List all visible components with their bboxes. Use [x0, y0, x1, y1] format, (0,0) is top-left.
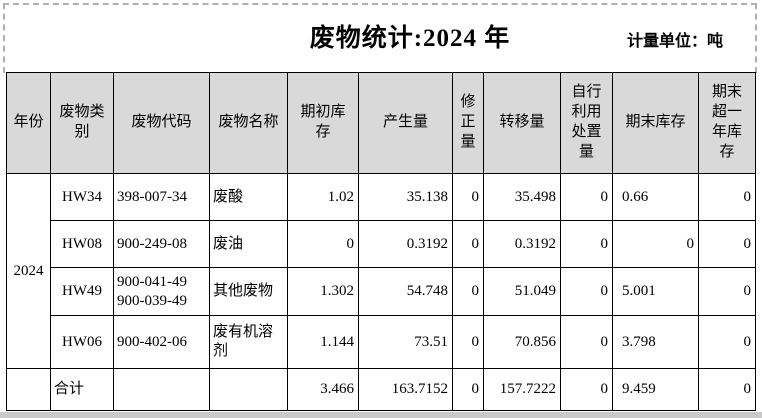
sheet-title: 废物统计:2024 年: [309, 25, 511, 52]
generated-cell[interactable]: 0.3192: [358, 220, 453, 268]
name-cell[interactable]: 废有机溶剂: [209, 315, 288, 369]
total-label-cell[interactable]: 合计: [50, 368, 114, 411]
correction-cell[interactable]: 0: [452, 220, 484, 268]
empty-cell[interactable]: [113, 368, 210, 411]
opening-cell[interactable]: 1.302: [287, 267, 359, 316]
transferred-cell[interactable]: 35.498: [483, 173, 561, 221]
name-cell[interactable]: 废油: [209, 220, 288, 268]
generated-cell[interactable]: 54.748: [358, 267, 453, 316]
name-cell[interactable]: 废酸: [209, 173, 288, 221]
page-break-dashed-border: [3, 3, 757, 73]
correction-cell[interactable]: 0: [452, 267, 484, 316]
total-over-year-cell[interactable]: 0: [698, 368, 756, 411]
code-cell[interactable]: 900-249-08: [113, 220, 210, 268]
empty-cell[interactable]: [209, 368, 288, 411]
generated-cell[interactable]: 35.138: [358, 173, 453, 221]
closing-cell[interactable]: 0.66: [612, 173, 699, 221]
total-self-disposed-cell[interactable]: 0: [560, 368, 613, 411]
col-header-code[interactable]: 废物代码: [113, 72, 210, 174]
total-opening-cell[interactable]: 3.466: [287, 368, 359, 411]
closing-cell[interactable]: 5.001: [612, 267, 699, 316]
opening-cell[interactable]: 0: [287, 220, 359, 268]
code-cell[interactable]: 900-402-06: [113, 315, 210, 369]
total-transferred-cell[interactable]: 157.7222: [483, 368, 561, 411]
col-header-correction[interactable]: 修正量: [452, 72, 484, 174]
category-cell[interactable]: HW08: [50, 220, 114, 268]
self-disposed-cell[interactable]: 0: [560, 220, 613, 268]
over-year-cell[interactable]: 0: [698, 220, 756, 268]
total-generated-cell[interactable]: 163.7152: [358, 368, 453, 411]
category-cell[interactable]: HW34: [50, 173, 114, 221]
table-row: HW06 900-402-06 废有机溶剂 1.144 73.51 0 70.8…: [7, 315, 756, 369]
self-disposed-cell[interactable]: 0: [560, 173, 613, 221]
col-header-closing-stock[interactable]: 期末库存: [612, 72, 699, 174]
transferred-cell[interactable]: 70.856: [483, 315, 561, 369]
unit-label: 计量单位：吨: [627, 33, 724, 50]
correction-cell[interactable]: 0: [452, 315, 484, 369]
correction-cell[interactable]: 0: [452, 173, 484, 221]
category-cell[interactable]: HW49: [50, 267, 114, 316]
over-year-cell[interactable]: 0: [698, 267, 756, 316]
opening-cell[interactable]: 1.144: [287, 315, 359, 369]
col-header-self-disposed[interactable]: 自行利用处置量: [560, 72, 613, 174]
total-closing-cell[interactable]: 9.459: [612, 368, 699, 411]
transferred-cell[interactable]: 0.3192: [483, 220, 561, 268]
col-header-generated[interactable]: 产生量: [358, 72, 453, 174]
col-header-over-one-year[interactable]: 期末超一年库存: [698, 72, 756, 174]
col-header-transferred[interactable]: 转移量: [483, 72, 561, 174]
table-row: HW08 900-249-08 废油 0 0.3192 0 0.3192 0 0…: [7, 220, 756, 268]
code-cell[interactable]: 900-041-49 900-039-49: [113, 267, 210, 316]
closing-cell[interactable]: 3.798: [612, 315, 699, 369]
col-header-category[interactable]: 废物类别: [50, 72, 114, 174]
col-header-year[interactable]: 年份: [6, 72, 51, 174]
col-header-name[interactable]: 废物名称: [209, 72, 288, 174]
total-row: 合计 3.466 163.7152 0 157.7222 0 9.459 0: [6, 368, 756, 411]
code-cell[interactable]: 398-007-34: [113, 173, 210, 221]
category-cell[interactable]: HW06: [50, 315, 114, 369]
year-cell[interactable]: 2024: [6, 173, 51, 369]
outside-print-area-strip: [0, 412, 762, 418]
generated-cell[interactable]: 73.51: [358, 315, 453, 369]
table-row: HW49 900-041-49 900-039-49 其他废物 1.302 54…: [7, 267, 756, 316]
over-year-cell[interactable]: 0: [698, 315, 756, 369]
header-row: 年份 废物类别 废物代码 废物名称 期初库存 产生量 修正量 转移量 自行利用处…: [6, 72, 756, 174]
over-year-cell[interactable]: 0: [698, 173, 756, 221]
self-disposed-cell[interactable]: 0: [560, 315, 613, 369]
col-header-opening-stock[interactable]: 期初库存: [287, 72, 359, 174]
self-disposed-cell[interactable]: 0: [560, 267, 613, 316]
closing-cell[interactable]: 0: [612, 220, 699, 268]
total-correction-cell[interactable]: 0: [452, 368, 484, 411]
table-row: 2024 HW34 398-007-34 废酸 1.02 35.138 0 35…: [6, 173, 756, 369]
waste-statistics-table: 年份 废物类别 废物代码 废物名称 期初库存 产生量 修正量 转移量 自行利用处…: [6, 72, 756, 411]
empty-year-cell[interactable]: [6, 368, 51, 411]
name-cell[interactable]: 其他废物: [209, 267, 288, 316]
opening-cell[interactable]: 1.02: [287, 173, 359, 221]
transferred-cell[interactable]: 51.049: [483, 267, 561, 316]
